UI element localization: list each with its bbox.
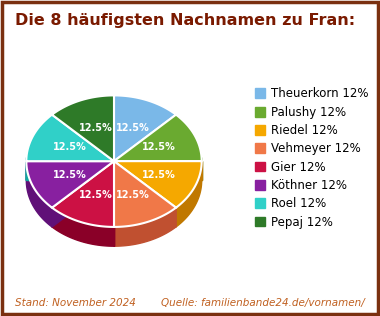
Polygon shape: [52, 161, 114, 227]
Text: 12.5%: 12.5%: [116, 190, 149, 200]
Polygon shape: [114, 161, 176, 227]
Polygon shape: [114, 161, 202, 180]
Polygon shape: [26, 161, 52, 227]
Polygon shape: [114, 161, 176, 227]
Polygon shape: [52, 161, 114, 227]
Text: 12.5%: 12.5%: [52, 170, 86, 180]
Polygon shape: [114, 95, 176, 161]
Text: 12.5%: 12.5%: [79, 123, 112, 133]
Polygon shape: [52, 161, 114, 227]
Text: 12.5%: 12.5%: [142, 142, 176, 152]
Text: 12.5%: 12.5%: [116, 123, 149, 133]
Polygon shape: [26, 115, 114, 161]
Polygon shape: [114, 161, 202, 180]
Polygon shape: [114, 161, 176, 227]
Polygon shape: [26, 161, 114, 180]
Text: 12.5%: 12.5%: [142, 170, 176, 180]
Polygon shape: [114, 161, 202, 208]
Text: 12.5%: 12.5%: [79, 190, 112, 200]
Polygon shape: [52, 208, 114, 246]
Text: Die 8 häufigsten Nachnamen zu Fran:: Die 8 häufigsten Nachnamen zu Fran:: [15, 13, 355, 27]
Text: Stand: November 2024: Stand: November 2024: [15, 298, 136, 308]
Polygon shape: [26, 161, 114, 208]
Polygon shape: [176, 161, 202, 227]
Polygon shape: [114, 208, 176, 246]
Polygon shape: [114, 115, 202, 161]
Text: 12.5%: 12.5%: [52, 142, 86, 152]
Legend: Theuerkorn 12%, Palushy 12%, Riedel 12%, Vehmeyer 12%, Gier 12%, Köthner 12%, Ro: Theuerkorn 12%, Palushy 12%, Riedel 12%,…: [251, 84, 372, 232]
Polygon shape: [52, 95, 114, 161]
Text: Quelle: familienbande24.de/vornamen/: Quelle: familienbande24.de/vornamen/: [161, 298, 365, 308]
Polygon shape: [26, 161, 114, 180]
